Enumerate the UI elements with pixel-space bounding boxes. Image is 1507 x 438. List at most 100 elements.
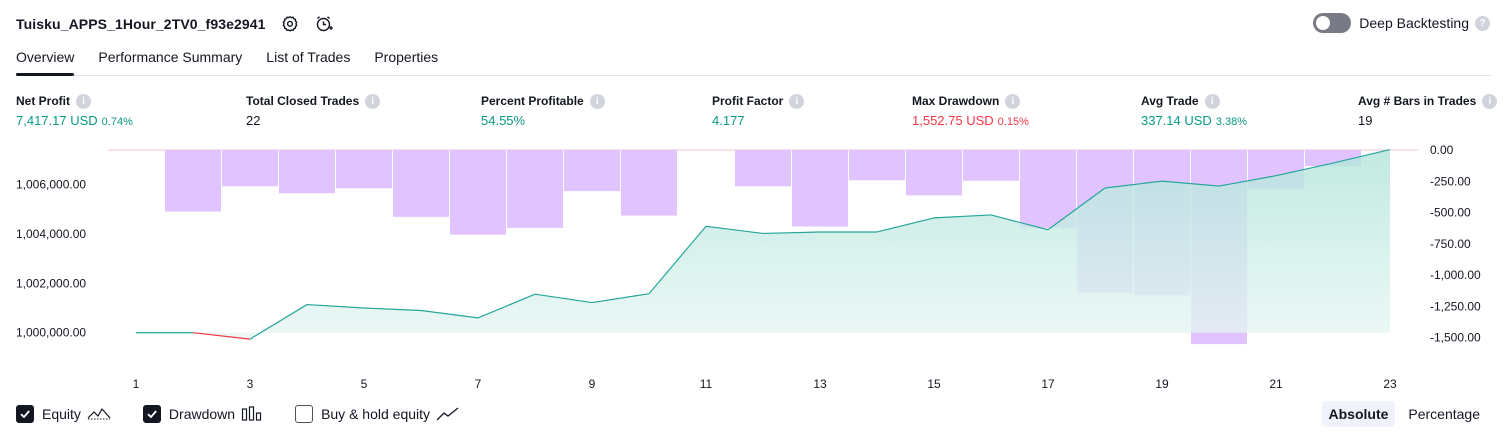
drawdown-bar bbox=[849, 150, 905, 181]
x-axis-tick-label: 19 bbox=[1155, 377, 1169, 391]
legend-label: Drawdown bbox=[168, 406, 236, 422]
equity-line-segment bbox=[990, 214, 1049, 231]
left-axis-tick-label: 1,006,000.00 bbox=[16, 178, 86, 192]
gear-icon[interactable] bbox=[280, 14, 300, 34]
legend-equity[interactable]: Equity bbox=[16, 405, 111, 423]
equity-line-segment bbox=[420, 309, 479, 319]
equity-line-icon bbox=[87, 406, 111, 422]
drawdown-checkbox[interactable] bbox=[142, 405, 161, 423]
drawdown-bar bbox=[792, 150, 848, 227]
left-axis-tick-label: 1,004,000.00 bbox=[16, 227, 86, 241]
metric-value: 54.55% bbox=[481, 113, 526, 128]
drawdown-bar bbox=[450, 150, 506, 235]
x-axis-tick-label: 5 bbox=[361, 377, 368, 391]
equity-line-segment bbox=[1104, 180, 1163, 189]
tab-properties[interactable]: Properties bbox=[374, 49, 439, 65]
deep-backtesting-label: Deep Backtesting bbox=[1359, 15, 1469, 31]
x-axis-tick-label: 13 bbox=[813, 377, 827, 391]
buy-hold-checkbox[interactable] bbox=[295, 405, 314, 423]
help-icon[interactable]: ? bbox=[1475, 15, 1490, 31]
equity-line-segment bbox=[933, 214, 992, 219]
metric-profit-factor: Profit Factor i 4.177 bbox=[712, 93, 805, 128]
drawdown-bar bbox=[735, 150, 791, 187]
info-icon[interactable]: i bbox=[589, 93, 605, 109]
metric-value: 19 bbox=[1358, 113, 1373, 128]
info-icon[interactable]: i bbox=[789, 93, 805, 109]
right-axis-tick-label: -500.00 bbox=[1430, 206, 1471, 220]
equity-line-segment bbox=[306, 303, 365, 309]
right-axis-tick-label: -1,500.00 bbox=[1430, 331, 1481, 345]
equity-line-segment bbox=[363, 307, 422, 312]
right-axis-tick-label: -750.00 bbox=[1430, 237, 1471, 251]
x-axis-tick-label: 9 bbox=[589, 377, 596, 391]
equity-checkbox[interactable] bbox=[16, 405, 34, 423]
strategy-title: Tuisku_APPS_1Hour_2TV0_f93e2941 bbox=[16, 16, 266, 32]
drawdown-bar bbox=[621, 150, 677, 216]
tab-list-of-trades[interactable]: List of Trades bbox=[266, 49, 351, 65]
info-icon[interactable]: i bbox=[1204, 93, 1220, 109]
left-axis-tick-label: 1,000,000.00 bbox=[16, 326, 86, 340]
equity-line-segment bbox=[1275, 162, 1334, 177]
x-axis-tick-label: 7 bbox=[475, 377, 482, 391]
absolute-button[interactable]: Absolute bbox=[1321, 401, 1396, 427]
equity-line-segment bbox=[1332, 148, 1391, 164]
drawdown-bar bbox=[507, 150, 563, 228]
deep-backtesting-toggle[interactable] bbox=[1313, 13, 1352, 33]
drawdown-bar bbox=[336, 150, 392, 189]
drawdown-bar bbox=[963, 150, 1019, 181]
drawdown-bar bbox=[165, 150, 221, 212]
percentage-button[interactable]: Percentage bbox=[1408, 406, 1480, 422]
equity-line-segment bbox=[249, 304, 308, 340]
equity-line-segment bbox=[648, 225, 707, 295]
equity-area-fill bbox=[136, 149, 1390, 340]
equity-line-segment bbox=[762, 231, 821, 235]
metric-net-profit: Net Profit i 7,417.17 USD 0.74% bbox=[16, 93, 133, 128]
metric-avg-bars-in-trades: Avg # Bars in Trades i 19 bbox=[1358, 93, 1498, 128]
x-axis-tick-label: 23 bbox=[1383, 377, 1397, 391]
metric-value: 4.177 bbox=[712, 113, 745, 128]
metric-percent: 3.38% bbox=[1215, 116, 1248, 128]
metric-label: Profit Factor bbox=[712, 94, 784, 108]
equity-drawdown-chart[interactable]: 1,000,000.00 1,002,000.00 1,004,000.00 1,00… bbox=[0, 138, 1507, 398]
add-alert-icon[interactable] bbox=[314, 14, 334, 34]
tab-performance-summary[interactable]: Performance Summary bbox=[98, 49, 243, 65]
equity-line-segment bbox=[534, 293, 593, 304]
right-axis-tick-label: -1,250.00 bbox=[1430, 299, 1481, 313]
drawdown-bar bbox=[279, 150, 335, 194]
tab-overview[interactable]: Overview bbox=[16, 46, 75, 76]
info-icon[interactable]: i bbox=[1005, 93, 1021, 109]
info-icon[interactable]: i bbox=[76, 93, 91, 109]
report-tabs: Overview Performance Summary List of Tra… bbox=[16, 46, 1491, 76]
equity-line-segment bbox=[1047, 187, 1106, 231]
metric-label: Percent Profitable bbox=[481, 94, 584, 108]
metric-label: Net Profit bbox=[16, 94, 70, 108]
x-axis-tick-label: 21 bbox=[1269, 377, 1283, 391]
buy-hold-line-icon bbox=[436, 406, 460, 422]
equity-line-segment bbox=[705, 225, 764, 235]
drawdown-bar bbox=[222, 150, 278, 187]
metric-percent: 0.15% bbox=[997, 116, 1029, 128]
metric-label: Avg Trade bbox=[1141, 94, 1199, 108]
legend-drawdown[interactable]: Drawdown bbox=[142, 405, 263, 423]
metric-value: 7,417.17 USD bbox=[16, 113, 98, 128]
x-axis-tick-label: 17 bbox=[1041, 377, 1055, 391]
x-axis-tick-label: 15 bbox=[927, 377, 941, 391]
right-axis-tick-label: -250.00 bbox=[1430, 174, 1471, 188]
metric-total-closed-trades: Total Closed Trades i 22 bbox=[246, 93, 381, 128]
legend-label: Equity bbox=[42, 406, 81, 422]
drawdown-bar bbox=[393, 150, 449, 217]
info-icon[interactable]: i bbox=[1482, 93, 1498, 109]
drawdown-bar bbox=[564, 150, 620, 192]
metric-label: Total Closed Trades bbox=[246, 94, 360, 108]
info-icon[interactable]: i bbox=[365, 93, 381, 109]
metric-value: 337.14 USD bbox=[1141, 113, 1212, 128]
legend-buy-hold-equity[interactable]: Buy & hold equity bbox=[295, 405, 460, 423]
right-axis-tick-label: -1,000.00 bbox=[1430, 268, 1481, 282]
metric-avg-trade: Avg Trade i 337.14 USD 3.38% bbox=[1141, 93, 1247, 128]
chart-legend: Equity Drawdown Buy & hold equity bbox=[16, 403, 492, 425]
legend-label: Buy & hold equity bbox=[321, 406, 431, 422]
equity-line-segment bbox=[192, 332, 251, 340]
drawdown-bars-icon bbox=[241, 406, 263, 422]
metric-label: Avg # Bars in Trades bbox=[1358, 94, 1477, 108]
equity-line-segment bbox=[477, 293, 536, 319]
